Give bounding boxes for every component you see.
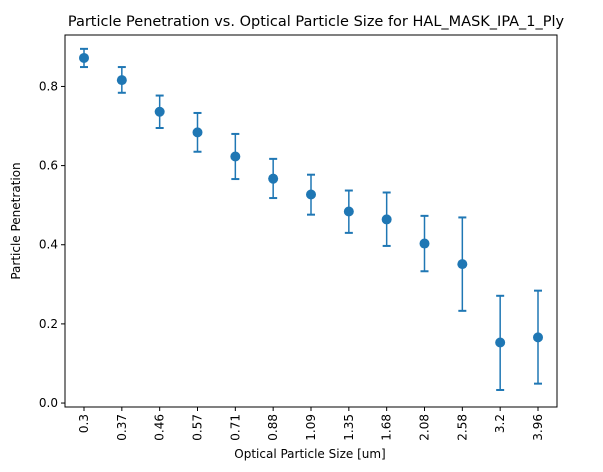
data-point <box>230 151 241 162</box>
plot-area <box>79 47 543 391</box>
data-point <box>419 238 430 249</box>
y-tick-label: 0.2 <box>39 317 58 331</box>
data-point <box>306 189 316 200</box>
data-point <box>495 337 506 348</box>
data-point <box>533 332 543 343</box>
data-point <box>381 214 392 225</box>
x-tick-label: 0.88 <box>266 414 280 441</box>
x-tick-label: 3.96 <box>531 414 545 441</box>
data-point <box>79 52 89 63</box>
x-tick-label: 2.58 <box>455 414 469 441</box>
y-tick-label: 0.4 <box>39 238 58 252</box>
y-axis: 0.0 0.2 0.4 0.6 0.8 <box>39 79 65 410</box>
x-tick-label: 3.2 <box>493 414 507 433</box>
x-tick-label: 0.71 <box>228 414 242 441</box>
data-point <box>268 173 279 184</box>
x-axis: 0.3 0.37 0.46 0.57 0.71 0.88 1.09 1.35 1.68 2.08 2… <box>77 407 545 441</box>
x-tick-label: 0.37 <box>115 414 129 441</box>
y-tick-label: 0.8 <box>39 79 58 93</box>
y-tick-label: 0.6 <box>39 159 58 173</box>
plot-frame <box>64 34 558 408</box>
x-tick-label: 2.08 <box>418 414 432 441</box>
x-tick-label: 1.09 <box>304 414 318 441</box>
data-point <box>154 106 165 117</box>
data-point <box>192 127 203 138</box>
x-tick-label: 1.35 <box>342 414 356 441</box>
data-point <box>343 206 354 217</box>
x-tick-label: 0.46 <box>153 414 167 441</box>
x-tick-label: 1.68 <box>380 414 394 441</box>
y-tick-label: 0.0 <box>39 396 58 410</box>
chart-title: Particle Penetration vs. Optical Particl… <box>68 14 565 30</box>
x-axis-label: Optical Particle Size [um] <box>234 447 385 461</box>
data-point <box>116 75 127 86</box>
x-tick-label: 0.57 <box>191 414 205 441</box>
y-axis-label: Particle Penetration <box>9 162 23 279</box>
data-point <box>457 259 468 270</box>
x-tick-label: 0.3 <box>77 414 91 433</box>
